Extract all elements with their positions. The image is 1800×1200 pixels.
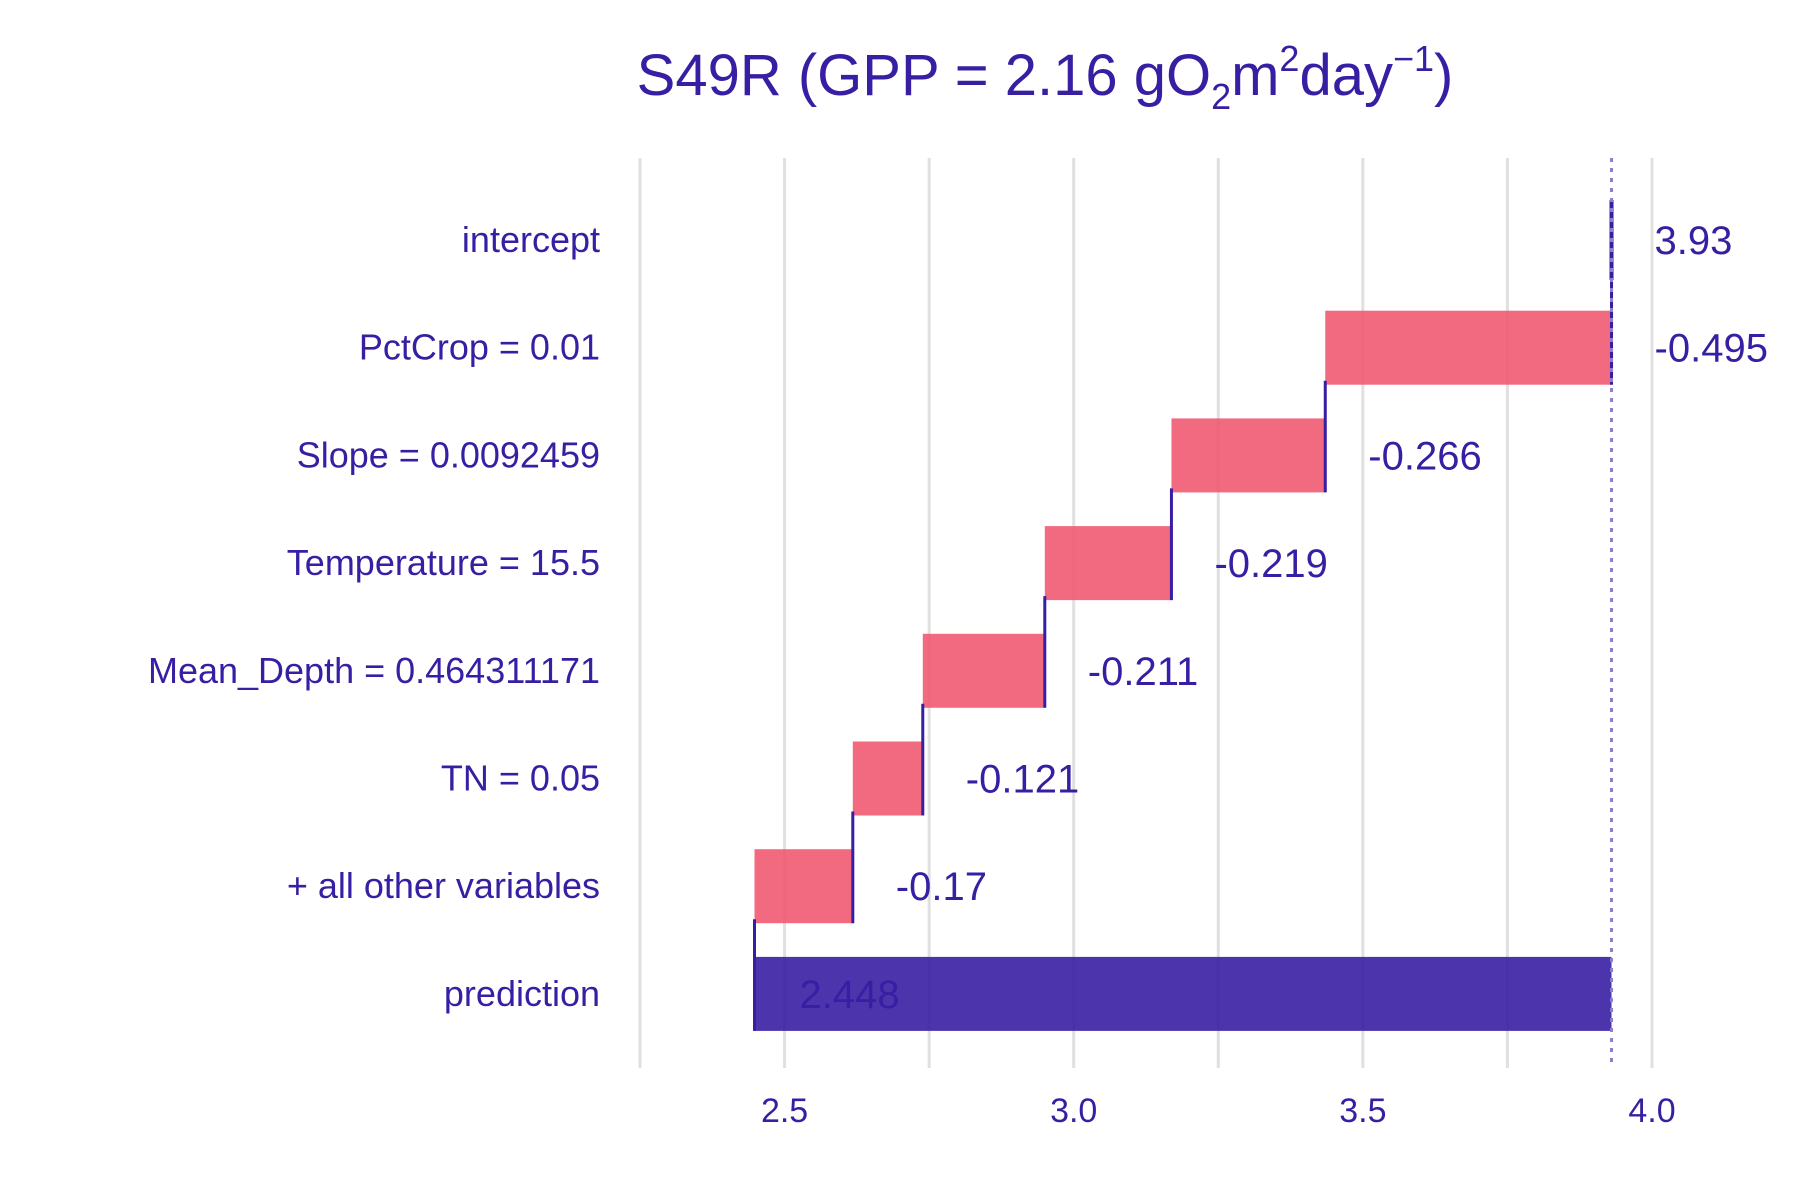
title-subscript: 2 — [1211, 76, 1231, 117]
value-label: -0.219 — [1214, 542, 1327, 586]
contribution-bar — [1325, 310, 1612, 385]
bars — [753, 200, 1614, 1031]
value-label: -0.266 — [1368, 434, 1481, 478]
gridlines — [638, 158, 1654, 1068]
x-tick-label: 3.5 — [1339, 1092, 1386, 1130]
value-label: -0.17 — [896, 865, 987, 909]
contribution-bar — [1171, 418, 1326, 493]
x-axis-ticks: 2.5 3.0 3.5 4.0 — [761, 1092, 1676, 1130]
value-label: -0.121 — [966, 758, 1079, 802]
row-label: intercept — [462, 219, 600, 260]
title-tail: day — [1299, 43, 1393, 108]
title-close: ) — [1434, 43, 1453, 108]
value-label: 3.93 — [1655, 219, 1733, 263]
contribution-bar — [852, 741, 923, 816]
value-label: -0.495 — [1655, 327, 1768, 371]
prediction-bar — [754, 956, 1612, 1031]
title-superscript: 2 — [1279, 38, 1299, 79]
row-label: Mean_Depth = 0.464311171 — [148, 650, 600, 691]
value-label: 2.448 — [800, 973, 900, 1017]
value-label: -0.211 — [1088, 650, 1198, 694]
row-label: prediction — [444, 973, 600, 1014]
x-tick-label: 4.0 — [1628, 1092, 1675, 1130]
row-label: Slope = 0.0092459 — [297, 434, 600, 475]
title-superscript-2: −1 — [1393, 38, 1434, 79]
chart-title: S49R (GPP = 2.16 gO2m2day−1) — [637, 38, 1454, 117]
x-tick-label: 2.5 — [761, 1092, 808, 1130]
row-label: PctCrop = 0.01 — [359, 327, 600, 368]
row-labels: intercept PctCrop = 0.01 Slope = 0.0092459… — [148, 219, 600, 1014]
row-label: + all other variables — [287, 865, 600, 906]
row-label: TN = 0.05 — [441, 758, 600, 799]
value-labels: 3.93 -0.495 -0.266 -0.219 -0.211 -0.121 -0.17 2… — [800, 219, 1768, 1017]
x-tick-label: 3.0 — [1050, 1092, 1097, 1130]
contribution-bar — [1044, 526, 1172, 601]
title-mid: m — [1231, 43, 1279, 108]
contribution-bar — [754, 849, 853, 924]
contribution-bar — [922, 633, 1045, 708]
row-label: Temperature = 15.5 — [287, 542, 600, 583]
title-main: S49R (GPP = 2.16 gO — [637, 43, 1211, 108]
